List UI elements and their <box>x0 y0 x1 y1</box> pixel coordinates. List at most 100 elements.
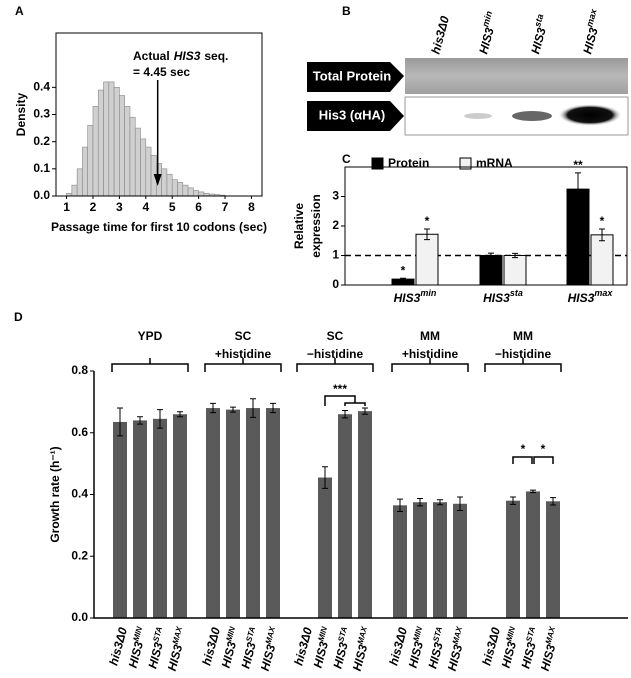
bar <box>173 414 187 618</box>
gene-name: HIS3 <box>258 643 279 673</box>
annotation-text: seq. <box>204 49 228 63</box>
strain-label: HIS3min <box>394 288 437 305</box>
panel-label: C <box>342 152 351 166</box>
y-tick-label: 0.0 <box>71 610 88 624</box>
panel-label: D <box>14 310 23 324</box>
strain-label: HIS3max <box>578 7 606 55</box>
error-bar <box>417 498 423 507</box>
gene-superscript: min <box>481 10 495 29</box>
error-bar <box>400 277 406 281</box>
bar <box>413 502 427 618</box>
gene-name: HIS3 <box>538 643 559 673</box>
gene-superscript: sta <box>533 13 546 28</box>
gene-name: HIS3 <box>445 643 466 673</box>
panel-label: B <box>342 4 351 18</box>
y-axis-label: Growth rate (h⁻¹) <box>48 446 62 542</box>
strain-label: HIS3MAX <box>348 625 375 673</box>
bar <box>318 477 332 618</box>
gene-superscript: STA <box>244 625 257 642</box>
histogram-bar <box>134 127 141 197</box>
histogram-bar <box>76 168 83 197</box>
gene-superscript: min <box>420 288 437 298</box>
histogram-bar <box>166 173 173 197</box>
x-tick-label: 6 <box>195 200 202 214</box>
gene-name: HIS3 <box>219 640 240 670</box>
histogram-bar <box>193 190 199 197</box>
gene-superscript: STA <box>524 625 537 642</box>
strain-label: HIS3MAX <box>443 625 470 673</box>
bar <box>590 234 614 286</box>
condition-label: MM <box>513 329 533 343</box>
x-tick-label: 4 <box>142 200 149 214</box>
gene-name: HIS3 <box>146 641 167 671</box>
condition-bracket <box>484 358 562 372</box>
y-axis-label: Relative <box>292 203 306 249</box>
error-bar <box>137 416 143 425</box>
condition-label: −histidine <box>307 347 364 361</box>
bar <box>479 255 503 286</box>
error-bar <box>599 228 605 242</box>
x-axis-label: Passage time for first 10 codons (sec) <box>51 220 267 234</box>
significance-label: * <box>401 263 406 277</box>
gene-name: HIS3 <box>311 640 332 670</box>
error-bar <box>177 411 183 418</box>
bar <box>546 501 560 618</box>
histogram-bar <box>129 116 136 197</box>
row-arrow <box>307 101 404 131</box>
histogram-bar <box>71 184 78 197</box>
error-bar <box>322 466 328 489</box>
error-bar <box>457 496 463 512</box>
gene-superscript: MIN <box>224 625 237 642</box>
gene-superscript: sta <box>510 288 523 298</box>
x-tick-label: 5 <box>169 200 176 214</box>
gene-superscript: STA <box>151 625 164 642</box>
gene-name: HIS3 <box>476 26 497 56</box>
y-tick-label: 0.3 <box>33 107 50 121</box>
error-bar <box>210 402 216 414</box>
gene-superscript: MAX <box>355 625 368 645</box>
legend-swatch <box>371 157 384 170</box>
histogram-bar <box>187 187 194 197</box>
strain-label: HIS3MAX <box>163 625 190 673</box>
gene-name: HIS3 <box>239 641 260 671</box>
annotation-arrowhead <box>153 174 162 186</box>
significance-label: *** <box>333 382 347 396</box>
bar <box>153 418 167 618</box>
significance-label: ** <box>573 158 583 172</box>
row-arrow <box>307 62 404 92</box>
bar <box>393 505 407 618</box>
strain-label: HIS3MAX <box>536 625 563 673</box>
significance-bracket <box>533 456 554 464</box>
y-tick-label: 0.0 <box>33 188 50 202</box>
strain-label: HIS3min <box>474 10 501 56</box>
strain-label: HIS3MIN <box>309 625 335 669</box>
strain-label: HIS3MIN <box>497 625 523 669</box>
error-bar <box>510 496 516 505</box>
x-tick-label: 1 <box>63 200 70 214</box>
strain-label: HIS3MIN <box>217 625 243 669</box>
gene-superscript: MIN <box>504 625 517 642</box>
strain-label: HIS3sta <box>483 288 523 305</box>
histogram-bar <box>92 106 99 197</box>
histogram-bar <box>113 87 120 197</box>
histogram-bar <box>182 184 189 197</box>
legend-label: mRNA <box>476 156 513 170</box>
error-bar <box>157 409 163 429</box>
panel-label: A <box>15 4 24 18</box>
error-bar <box>437 499 443 506</box>
histogram-bar <box>97 89 104 197</box>
plot-frame <box>55 32 263 197</box>
significance-label: * <box>541 442 546 456</box>
condition-label: SC <box>327 329 344 343</box>
strain-label: HIS3STA <box>329 625 355 670</box>
y-tick-label: 0 <box>332 277 339 291</box>
gene-superscript: STA <box>336 625 349 642</box>
error-bar <box>530 489 536 494</box>
bar <box>133 420 147 618</box>
gene-name: HIS3 <box>519 641 540 671</box>
x-tick-label: 2 <box>90 200 97 214</box>
blot-band <box>512 111 552 121</box>
strain-label: HIS3MIN <box>404 625 430 669</box>
